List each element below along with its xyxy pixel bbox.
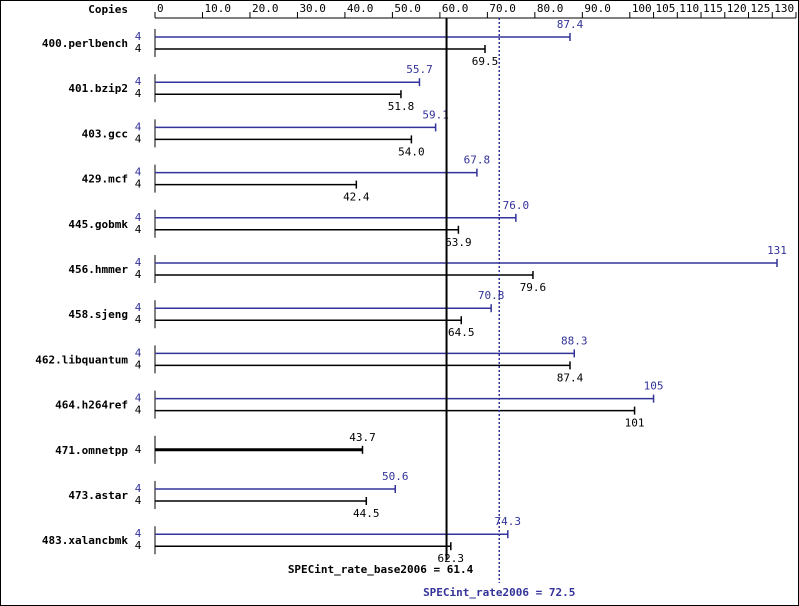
x-tick-label: 100 (632, 2, 652, 15)
category-label: 456.hmmer (68, 263, 128, 276)
category-label: 462.libquantum (35, 353, 128, 366)
copies-label: 4 (135, 42, 142, 55)
value-label: 59.1 (422, 108, 449, 121)
copies-label: 4 (135, 404, 142, 417)
category-label: 401.bzip2 (68, 82, 128, 95)
copies-label: 4 (135, 166, 142, 179)
x-tick-label: 90.0 (584, 2, 611, 15)
category-label: 403.gcc (82, 127, 128, 140)
copies-label: 4 (135, 178, 142, 191)
copies-label: 4 (135, 494, 142, 507)
x-tick-label: 80.0 (537, 2, 564, 15)
copies-label: 4 (135, 268, 142, 281)
value-label: 54.0 (398, 145, 425, 158)
copies-label: 4 (135, 392, 142, 405)
value-label: 69.5 (472, 55, 499, 68)
copies-label: 4 (135, 301, 142, 314)
copies-label: 4 (135, 358, 142, 371)
category-label: 473.astar (68, 489, 128, 502)
value-label: 62.3 (438, 552, 465, 565)
x-tick-label: 125 (751, 2, 771, 15)
value-label: 87.4 (557, 18, 584, 31)
value-label: 70.8 (478, 289, 505, 302)
category-label: 429.mcf (82, 173, 128, 186)
x-tick-label: 10.0 (204, 2, 231, 15)
value-label: 131 (767, 244, 787, 257)
value-label: 76.0 (503, 199, 530, 212)
copies-label: 4 (135, 211, 142, 224)
x-tick-label: 20.0 (252, 2, 278, 15)
value-label: 74.3 (495, 515, 522, 528)
category-label: 471.omnetpp (55, 444, 128, 457)
value-label: 50.6 (382, 470, 409, 483)
x-tick-label: 115 (703, 2, 723, 15)
copies-label: 4 (135, 132, 142, 145)
x-tick-label: 120 (727, 2, 747, 15)
copies-label: 4 (135, 527, 142, 540)
copies-label: 4 (135, 313, 142, 326)
value-label: 64.5 (448, 326, 475, 339)
value-label: 55.7 (406, 63, 433, 76)
category-label: 458.sjeng (68, 308, 128, 321)
copies-label: 4 (135, 120, 142, 133)
x-tick-label: 30.0 (299, 2, 326, 15)
axis-label: Copies (88, 3, 128, 16)
value-label: 42.4 (343, 191, 370, 204)
reference-label: SPECint_rate2006 = 72.5 (423, 586, 575, 599)
copies-label: 4 (135, 75, 142, 88)
copies-label: 4 (135, 256, 142, 269)
value-label: 105 (644, 380, 664, 393)
copies-label: 4 (135, 346, 142, 359)
value-label: 51.8 (388, 100, 415, 113)
value-label: 67.8 (464, 154, 491, 167)
value-label: 101 (625, 417, 645, 430)
value-label: 87.4 (557, 371, 584, 384)
category-label: 464.h264ref (55, 399, 128, 412)
x-tick-label: 40.0 (347, 2, 374, 15)
x-tick-label: 70.0 (489, 2, 516, 15)
x-tick-label: 0 (157, 2, 164, 15)
value-label: 88.3 (561, 334, 588, 347)
value-label: 44.5 (353, 507, 380, 520)
x-tick-label: 60.0 (442, 2, 469, 15)
x-tick-label: 110 (679, 2, 699, 15)
x-tick-label: 50.0 (394, 2, 421, 15)
x-tick-label: 105 (656, 2, 676, 15)
category-label: 400.perlbench (42, 37, 128, 50)
copies-label: 4 (135, 482, 142, 495)
reference-label: SPECint_rate_base2006 = 61.4 (288, 563, 474, 576)
copies-label: 4 (135, 87, 142, 100)
value-label: 63.9 (445, 236, 472, 249)
copies-label: 4 (135, 223, 142, 236)
x-tick-label: 130 (774, 2, 794, 15)
category-label: 445.gobmk (68, 218, 128, 231)
category-label: 483.xalancbmk (42, 534, 128, 547)
copies-label: 4 (135, 443, 142, 456)
value-label: 43.7 (349, 431, 376, 444)
copies-label: 4 (135, 539, 142, 552)
value-label: 79.6 (520, 281, 547, 294)
copies-label: 4 (135, 30, 142, 43)
